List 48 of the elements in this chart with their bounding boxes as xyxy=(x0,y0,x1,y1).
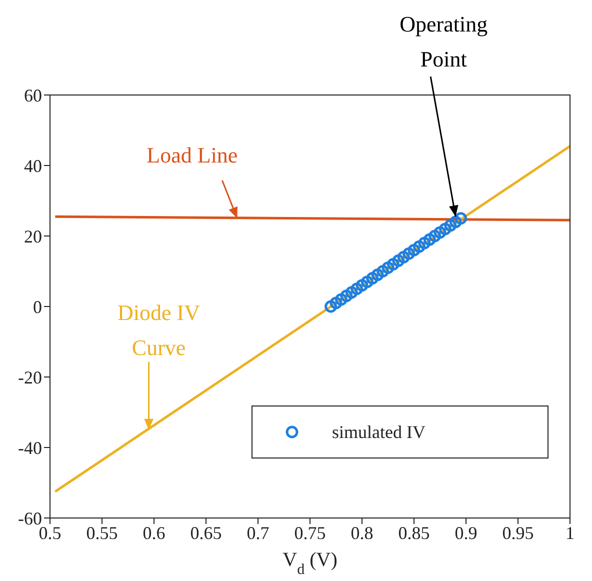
y-tick-label: 0 xyxy=(33,296,42,317)
point xyxy=(356,279,368,292)
point xyxy=(376,265,390,278)
point xyxy=(350,282,364,296)
point xyxy=(345,286,358,299)
point xyxy=(360,276,374,288)
annotation: Load Line xyxy=(146,142,238,168)
point xyxy=(397,250,410,264)
x-tick-label: 0.7 xyxy=(246,522,270,543)
point xyxy=(324,300,338,313)
x-tick-label: 0.65 xyxy=(190,522,222,543)
y-tick-label: -60 xyxy=(18,508,42,528)
y-tick-label: 20 xyxy=(24,226,42,246)
point xyxy=(402,247,416,260)
point xyxy=(392,254,405,267)
x-tick-label: 0.9 xyxy=(454,522,478,543)
point xyxy=(340,290,353,302)
point xyxy=(386,258,400,270)
point xyxy=(330,296,342,310)
y-tick-label: -40 xyxy=(18,438,42,458)
y-tick-label: -20 xyxy=(18,367,42,388)
point xyxy=(408,244,420,256)
x-tick-label: 0.75 xyxy=(294,522,326,543)
point xyxy=(382,261,394,274)
point xyxy=(454,212,468,225)
point xyxy=(418,236,431,250)
x-tick-label: 0.8 xyxy=(350,522,374,543)
legend-label: simulated IV xyxy=(332,422,426,442)
point xyxy=(334,293,348,306)
point xyxy=(434,226,446,239)
point xyxy=(449,216,462,228)
point xyxy=(412,240,426,253)
y-tick-label: 60 xyxy=(24,85,42,106)
point xyxy=(366,272,379,285)
point xyxy=(438,222,452,236)
x-tick-label: 0.95 xyxy=(502,522,534,543)
point xyxy=(444,219,457,232)
x-tick-label: 0.55 xyxy=(86,522,118,543)
x-axis-title: V$_{d}$ (V) xyxy=(282,549,338,578)
point xyxy=(428,230,442,242)
y-tick-label: 40 xyxy=(24,156,42,176)
annotation: Diode IV Curve xyxy=(118,300,200,360)
x-tick-label: 0.6 xyxy=(142,522,166,543)
x-tick-label: 0.85 xyxy=(398,522,430,543)
annotation: Operating Point xyxy=(400,12,488,72)
x-tick-label: 1 xyxy=(566,522,574,543)
point xyxy=(371,268,384,282)
point xyxy=(423,233,436,246)
